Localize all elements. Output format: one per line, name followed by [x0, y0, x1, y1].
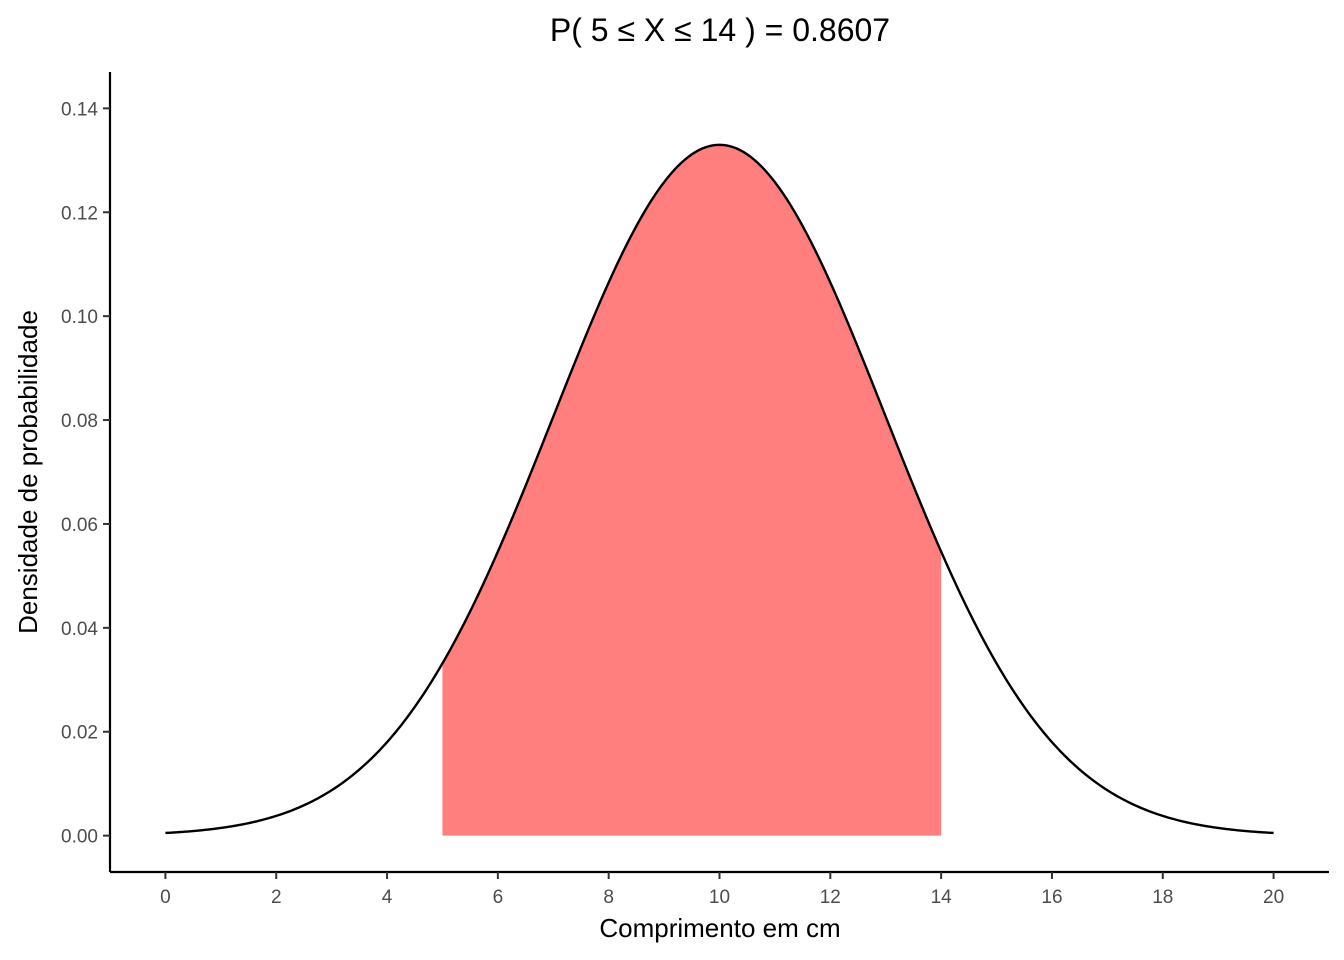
x-tick-label: 12 [820, 887, 841, 908]
x-tick-label: 2 [271, 887, 282, 908]
y-tick-label: 0.02 [61, 723, 98, 744]
shaded-probability-area [442, 144, 942, 836]
y-tick-label: 0.14 [61, 99, 98, 120]
y-tick-label: 0.12 [61, 203, 98, 224]
x-tick-label: 8 [603, 887, 614, 908]
y-tick-label: 0.00 [61, 827, 98, 848]
x-tick-label: 18 [1152, 887, 1173, 908]
x-tick-label: 20 [1263, 887, 1284, 908]
x-tick-label: 6 [493, 887, 504, 908]
y-tick-label: 0.04 [61, 619, 98, 640]
y-axis-label: Densidade de probabilidade [13, 310, 43, 634]
x-tick-label: 16 [1041, 887, 1062, 908]
y-tick-label: 0.06 [61, 515, 98, 536]
density-curve [165, 143, 1274, 835]
x-tick-label: 14 [931, 887, 953, 908]
x-tick-label: 0 [160, 887, 171, 908]
x-tick-label: 10 [709, 887, 730, 908]
x-axis: 0 2 4 6 8 10 12 14 16 18 20 [110, 870, 1329, 908]
y-tick-label: 0.10 [61, 307, 98, 328]
chart-title: P( 5 ≤ X ≤ 14 ) = 0.8607 [550, 12, 890, 48]
x-axis-label: Comprimento em cm [599, 913, 840, 943]
plot-area [165, 143, 1274, 836]
x-tick-label: 4 [382, 887, 393, 908]
y-tick-label: 0.08 [61, 411, 98, 432]
y-axis: 0.00 0.02 0.04 0.06 0.08 0.10 0.12 0.14 [61, 72, 112, 872]
